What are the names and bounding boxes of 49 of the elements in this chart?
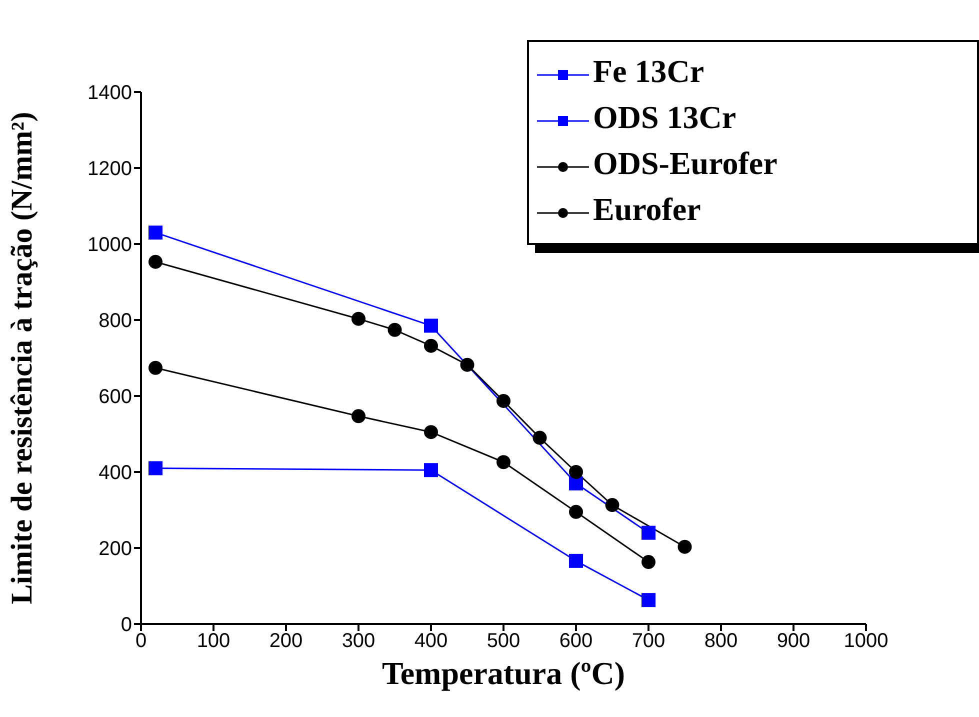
point bbox=[678, 540, 692, 554]
point bbox=[388, 322, 402, 337]
point bbox=[352, 312, 366, 326]
y-tick-label: 1400 bbox=[88, 82, 132, 104]
point bbox=[642, 526, 656, 540]
y-tick-label: 800 bbox=[98, 310, 132, 332]
legend-label: Fe 13Cr bbox=[593, 53, 704, 89]
point bbox=[496, 455, 510, 470]
x-axis-title: Temperatura (ºC) bbox=[382, 655, 626, 691]
y-tick-label: 1000 bbox=[88, 234, 132, 256]
point bbox=[424, 463, 438, 478]
y-axis-title: Limite de resistência à tração (N/mm²) bbox=[6, 112, 39, 604]
x-tick-label: 1000 bbox=[844, 630, 888, 652]
point bbox=[424, 425, 438, 440]
point bbox=[148, 254, 162, 269]
point bbox=[569, 465, 583, 479]
x-tick-label: 900 bbox=[776, 630, 810, 652]
point bbox=[569, 554, 583, 568]
point bbox=[460, 358, 474, 372]
y-tick-label: 600 bbox=[98, 386, 132, 408]
point bbox=[496, 394, 510, 408]
x-tick-label: 500 bbox=[486, 630, 520, 652]
point bbox=[352, 409, 366, 424]
x-tick-label: 400 bbox=[414, 630, 448, 652]
x-tick-label: 100 bbox=[196, 630, 230, 652]
x-tick-label: 0 bbox=[135, 630, 147, 652]
point bbox=[605, 498, 620, 512]
point bbox=[569, 476, 583, 490]
y-tick-label: 1200 bbox=[88, 158, 132, 180]
legend-label: Eurofer bbox=[593, 191, 701, 227]
point bbox=[148, 461, 162, 476]
x-tick-label: 700 bbox=[632, 630, 666, 652]
point bbox=[532, 430, 547, 445]
y-tick-label: 400 bbox=[98, 462, 132, 484]
legend-label: ODS 13Cr bbox=[593, 99, 736, 135]
legend-label: ODS-Eurofer bbox=[593, 145, 778, 181]
x-tick-label: 600 bbox=[559, 630, 593, 652]
y-tick-label: 0 bbox=[120, 614, 132, 636]
y-tick-label: 200 bbox=[98, 538, 132, 560]
point bbox=[424, 338, 438, 353]
point bbox=[569, 504, 583, 519]
point bbox=[148, 226, 162, 240]
x-tick-label: 200 bbox=[269, 630, 303, 652]
point bbox=[424, 318, 438, 333]
x-tick-label: 300 bbox=[342, 630, 376, 652]
point bbox=[148, 360, 162, 375]
point bbox=[642, 593, 656, 608]
point bbox=[642, 555, 656, 570]
x-tick-label: 800 bbox=[704, 630, 738, 652]
